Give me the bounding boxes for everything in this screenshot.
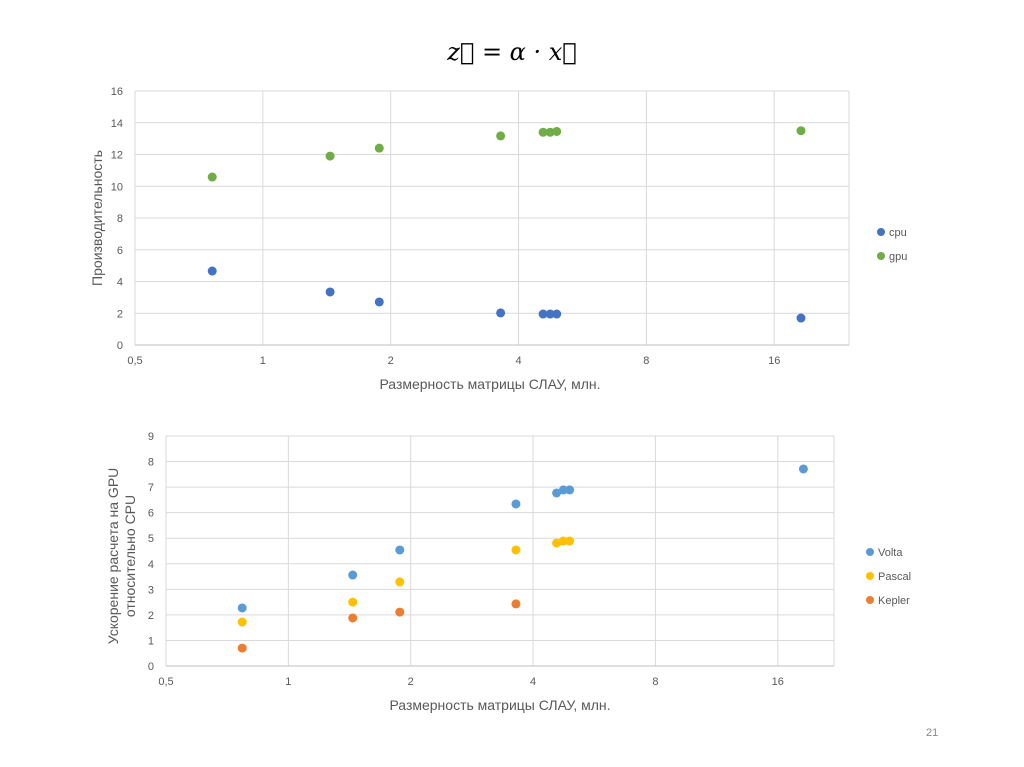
legend-marker-pascal	[866, 572, 874, 580]
page-number: 21	[926, 727, 939, 739]
x-tick-label: 16	[772, 676, 784, 688]
y-tick-label: 6	[148, 508, 154, 520]
legend-marker-kepler	[866, 596, 874, 604]
data-point-volta	[348, 570, 358, 580]
data-point-kepler	[348, 613, 358, 623]
data-point-volta	[395, 545, 405, 555]
y-tick-label: 9	[148, 431, 154, 443]
data-point-volta	[558, 485, 568, 495]
x-tick-label: 2	[408, 676, 414, 688]
y-tick-label: 4	[117, 277, 123, 289]
data-point-kepler	[395, 607, 405, 617]
legend-label: gpu	[889, 251, 907, 263]
slide-title: z⃗ = α · x⃗	[447, 38, 577, 66]
x-tick-label: 4	[515, 355, 521, 367]
data-point-kepler	[511, 599, 521, 609]
data-point-pascal	[552, 538, 562, 548]
y-tick-label: 3	[148, 584, 154, 596]
y-tick-label: 2	[117, 308, 123, 320]
y-axis-title: Ускорение расчета на GPU	[105, 468, 121, 645]
data-point-volta	[237, 603, 247, 613]
y-tick-label: 2	[148, 610, 154, 622]
data-point-pascal	[237, 617, 247, 627]
y-tick-label: 0	[148, 661, 154, 673]
y-tick-label: 4	[148, 559, 154, 571]
data-point-kepler	[237, 643, 247, 653]
y-tick-label: 16	[111, 86, 123, 98]
y-tick-label: 10	[111, 181, 123, 193]
x-tick-label: 0,5	[127, 355, 142, 367]
data-point-volta	[511, 499, 521, 509]
x-tick-label: 8	[643, 355, 649, 367]
legend-marker-volta	[866, 548, 874, 556]
data-point-gpu	[538, 127, 548, 137]
x-tick-label: 4	[530, 676, 536, 688]
data-point-pascal	[348, 597, 358, 607]
legend-marker-gpu	[877, 252, 885, 260]
y-tick-label: 8	[117, 213, 123, 225]
legend-label: Pascal	[878, 571, 911, 583]
legend-marker-cpu	[877, 228, 885, 236]
data-point-cpu	[552, 309, 562, 319]
data-point-cpu	[207, 266, 217, 276]
data-point-gpu	[374, 143, 384, 153]
y-tick-label: 14	[111, 118, 123, 130]
x-tick-label: 2	[388, 355, 394, 367]
legend-label: Volta	[878, 547, 903, 559]
x-tick-label: 0,5	[158, 676, 173, 688]
data-point-cpu	[796, 313, 806, 323]
data-point-cpu	[325, 287, 335, 297]
y-axis-title: Производительность	[89, 150, 105, 286]
data-point-gpu	[207, 172, 217, 182]
data-point-cpu	[374, 297, 384, 307]
data-point-gpu	[325, 151, 335, 161]
y-tick-label: 5	[148, 533, 154, 545]
x-tick-label: 1	[285, 676, 291, 688]
data-point-cpu	[545, 309, 555, 319]
legend-label: cpu	[889, 227, 907, 239]
y-axis-title: относительно CPU	[122, 495, 138, 617]
x-axis-title: Размерность матрицы СЛАУ, млн.	[389, 697, 610, 713]
y-tick-label: 12	[111, 150, 123, 162]
y-tick-label: 0	[117, 340, 123, 352]
data-point-gpu	[496, 131, 506, 141]
y-tick-label: 1	[148, 635, 154, 647]
y-tick-label: 6	[117, 245, 123, 257]
x-tick-label: 1	[260, 355, 266, 367]
x-tick-label: 8	[652, 676, 658, 688]
data-point-volta	[552, 488, 562, 498]
data-point-gpu	[552, 126, 562, 136]
legend-label: Kepler	[878, 595, 910, 607]
data-point-cpu	[538, 309, 548, 319]
data-point-volta	[565, 485, 575, 495]
y-tick-label: 8	[148, 457, 154, 469]
data-point-pascal	[395, 577, 405, 587]
y-tick-label: 7	[148, 482, 154, 494]
x-tick-label: 16	[768, 355, 780, 367]
data-point-gpu	[796, 126, 806, 136]
data-point-pascal	[558, 536, 568, 546]
data-point-volta	[798, 464, 808, 474]
x-axis-title: Размерность матрицы СЛАУ, млн.	[379, 376, 600, 392]
data-point-pascal	[511, 545, 521, 555]
data-point-cpu	[496, 308, 506, 318]
data-point-pascal	[565, 536, 575, 546]
